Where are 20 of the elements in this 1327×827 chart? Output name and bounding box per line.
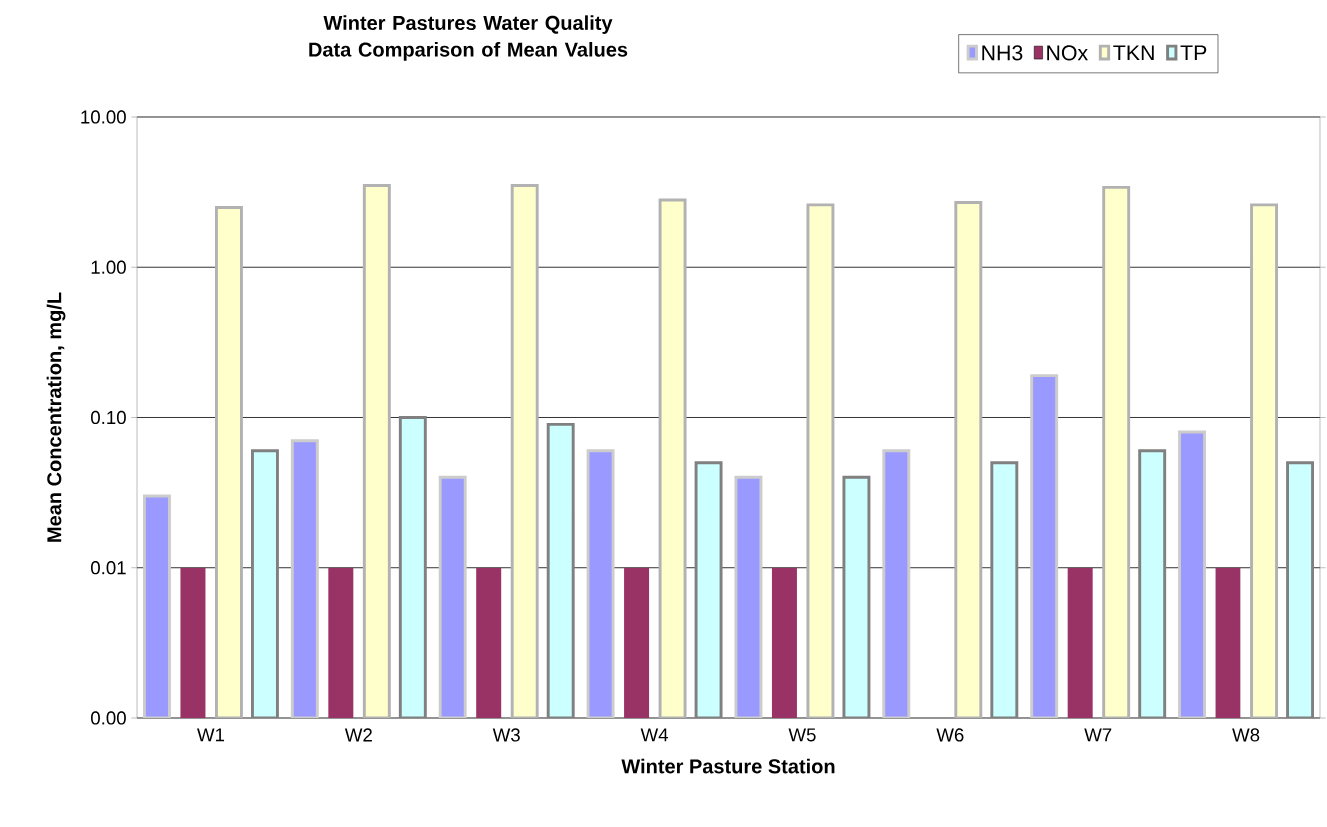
y-tick-label: 1.00 [91, 260, 126, 274]
y-tick-label: 0.01 [91, 561, 126, 575]
y-axis-title: Mean Concentration, mg/L [46, 292, 66, 542]
x-tick-label: W4 [640, 728, 669, 742]
x-tick-label: W5 [788, 728, 816, 742]
y-tick-label: 10.00 [81, 110, 126, 124]
x-axis-title: Winter Pasture Station [621, 758, 835, 774]
x-tick-label: W8 [1232, 728, 1260, 742]
legend-label: NOx [1047, 45, 1088, 61]
legend-label: TKN [1113, 45, 1154, 61]
x-tick-label: W3 [492, 728, 520, 742]
legend-label: NH3 [982, 45, 1023, 61]
chart-title: Winter Pastures Water Quality Data Comparison of Mean Values [309, 15, 628, 61]
y-tick-label: 0.00 [91, 711, 126, 725]
x-tick-label: W2 [344, 728, 372, 742]
x-tick-label: W1 [197, 728, 225, 742]
x-tick-label: W6 [936, 728, 964, 742]
x-tick-label: W7 [1084, 728, 1112, 742]
legend-label: TP [1180, 45, 1207, 61]
y-tick-label: 0.10 [91, 410, 126, 425]
